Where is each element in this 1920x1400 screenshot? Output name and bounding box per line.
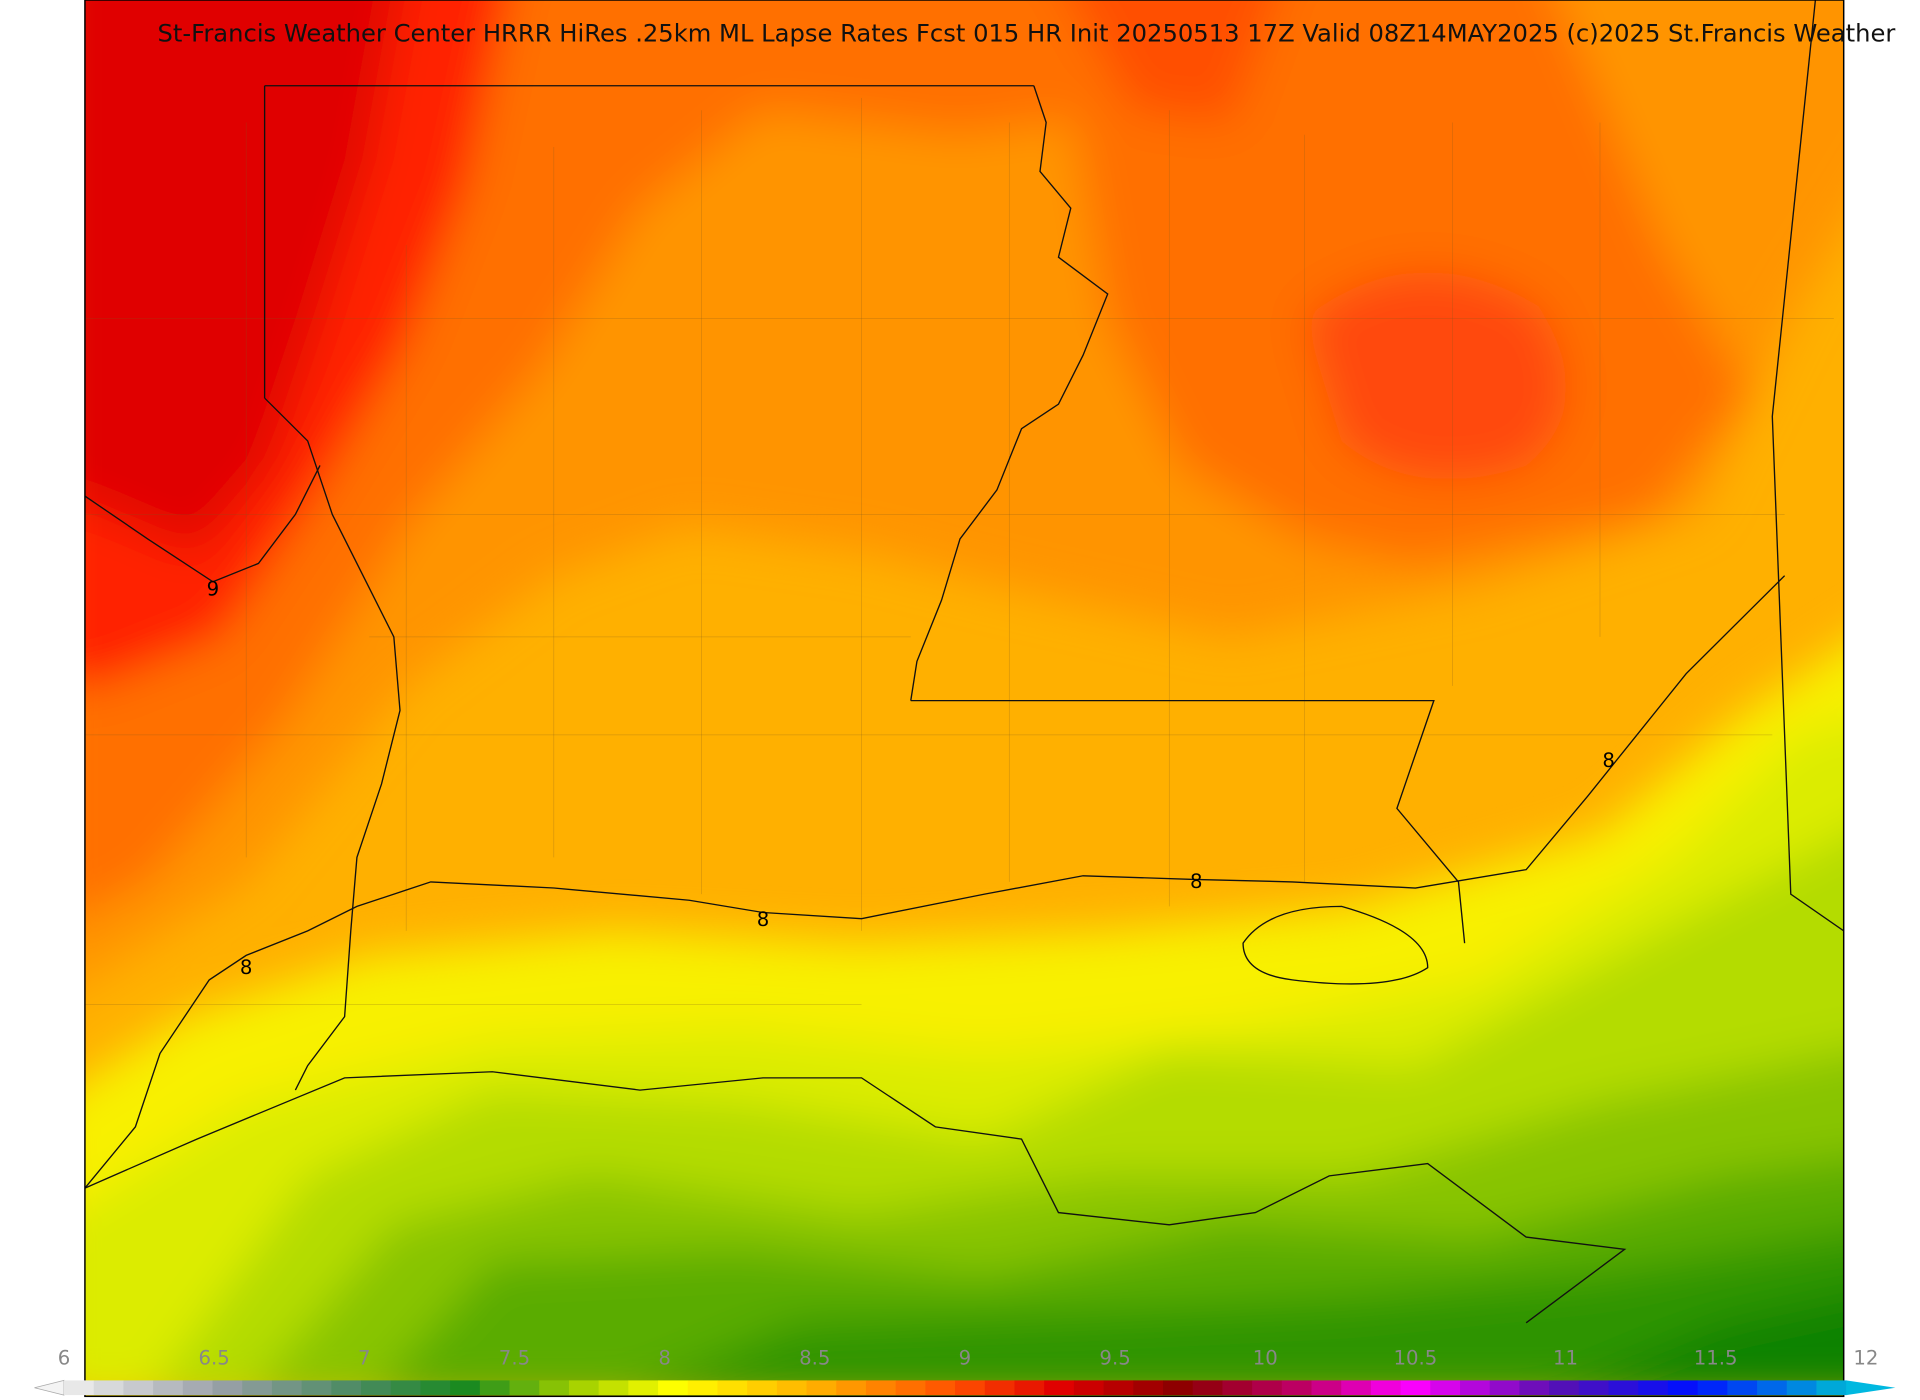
colorbar-segment — [1400, 1380, 1431, 1396]
colorbar-segment — [1133, 1380, 1164, 1396]
colorbar-segment — [1341, 1380, 1372, 1396]
colorbar-arrow-left — [34, 1379, 65, 1396]
colorbar-tick-label: 10.5 — [1393, 1347, 1437, 1370]
county-lines — [84, 97, 1834, 1005]
colorbar-segment — [1667, 1380, 1699, 1396]
colorbar-segment — [509, 1380, 540, 1396]
colorbar-segment — [865, 1380, 897, 1396]
colorbar-segment — [1519, 1380, 1550, 1396]
contour-label: 8 — [1602, 749, 1615, 772]
colorbar-segment — [836, 1380, 867, 1396]
colorbar-segment — [747, 1380, 778, 1396]
contour-label: 8 — [1190, 870, 1203, 893]
colorbar-segment — [955, 1380, 986, 1396]
colorbar-segment — [1727, 1380, 1758, 1396]
colorbar-segment — [390, 1380, 421, 1396]
colorbar-segment — [1162, 1380, 1194, 1396]
lapse-rate-field — [84, 0, 1844, 1397]
colorbar-tick-label: 9 — [959, 1347, 972, 1370]
colorbar-tick-label: 9.5 — [1099, 1347, 1130, 1370]
colorbar-segment — [717, 1380, 748, 1396]
colorbar-segment — [1638, 1380, 1669, 1396]
colorbar-segment — [1816, 1380, 1847, 1396]
colorbar-segment — [776, 1380, 807, 1396]
colorbar-segment — [361, 1380, 392, 1396]
colorbar-tick-label: 6.5 — [199, 1347, 230, 1370]
colorbar-segment — [420, 1380, 451, 1396]
colorbar-tick-label: 7 — [358, 1347, 371, 1370]
colorbar-segment — [331, 1380, 362, 1396]
colorbar-segment — [1430, 1380, 1461, 1396]
colorbar-arrow-right — [1846, 1380, 1896, 1396]
colorbar-segment — [1489, 1380, 1520, 1396]
colorbar-segment — [925, 1380, 956, 1396]
contour-label: 8 — [240, 956, 253, 979]
colorbar-segment — [1549, 1380, 1580, 1396]
colorbar-segment — [64, 1380, 95, 1396]
colorbar-tick-label: 8 — [658, 1347, 671, 1370]
colorbar-segment — [301, 1380, 332, 1396]
map-title: St-Francis Weather Center HRRR HiRes .25… — [158, 20, 1896, 48]
colorbar-segment — [1103, 1380, 1134, 1396]
colorbar-segment — [1252, 1380, 1283, 1396]
colorbar: 6 6.5 7 7.5 8 8.5 9 9.5 10 10.5 11 11.5 12 — [34, 1347, 1896, 1396]
colorbar-tick-label: 7.5 — [499, 1347, 530, 1370]
colorbar-segment — [1222, 1380, 1253, 1396]
colorbar-segment — [1608, 1380, 1639, 1396]
contour-label: 8 — [757, 908, 770, 931]
colorbar-segment — [1014, 1380, 1045, 1396]
colorbar-tick-label: 8.5 — [799, 1347, 830, 1370]
colorbar-tick-label: 6 — [58, 1347, 71, 1370]
boundaries — [84, 0, 1844, 1324]
contour-labels: 9 8 8 8 8 — [207, 577, 1615, 978]
colorbar-segment — [984, 1380, 1015, 1396]
colorbar-segment — [242, 1380, 273, 1396]
map-frame — [84, 0, 1845, 1398]
colorbar-segment — [212, 1380, 243, 1396]
colorbar-segment — [539, 1380, 570, 1396]
colorbar-tick-label: 10 — [1253, 1347, 1278, 1370]
contour-label: 9 — [207, 577, 220, 600]
colorbar-segment — [479, 1380, 510, 1396]
colorbar-tick-label: 11.5 — [1694, 1347, 1738, 1370]
colorbar-segment — [1697, 1380, 1728, 1396]
colorbar-segment — [568, 1380, 600, 1396]
colorbar-segment — [153, 1380, 184, 1396]
colorbar-segment — [1757, 1380, 1788, 1396]
colorbar-segment — [628, 1380, 659, 1396]
colorbar-segment — [1578, 1380, 1609, 1396]
colorbar-segment — [123, 1380, 154, 1396]
colorbar-segment — [806, 1380, 837, 1396]
colorbar-segment — [1044, 1380, 1075, 1396]
colorbar-segment — [1370, 1380, 1401, 1396]
colorbar-segment — [1460, 1380, 1491, 1396]
colorbar-segment — [658, 1380, 689, 1396]
colorbar-segment — [450, 1380, 481, 1396]
colorbar-segment — [271, 1380, 302, 1396]
colorbar-segment — [1192, 1380, 1223, 1396]
colorbar-segment — [93, 1380, 124, 1396]
colorbar-segment — [1281, 1380, 1312, 1396]
colorbar-segment — [598, 1380, 629, 1396]
colorbar-segment — [687, 1380, 718, 1396]
colorbar-segment — [895, 1380, 926, 1396]
colorbar-segment — [1786, 1380, 1817, 1396]
colorbar-segment — [182, 1380, 213, 1396]
colorbar-tick-label: 12 — [1853, 1347, 1878, 1370]
colorbar-segment — [1311, 1380, 1342, 1396]
colorbar-segment — [1073, 1380, 1104, 1396]
colorbar-tick-label: 11 — [1553, 1347, 1578, 1370]
